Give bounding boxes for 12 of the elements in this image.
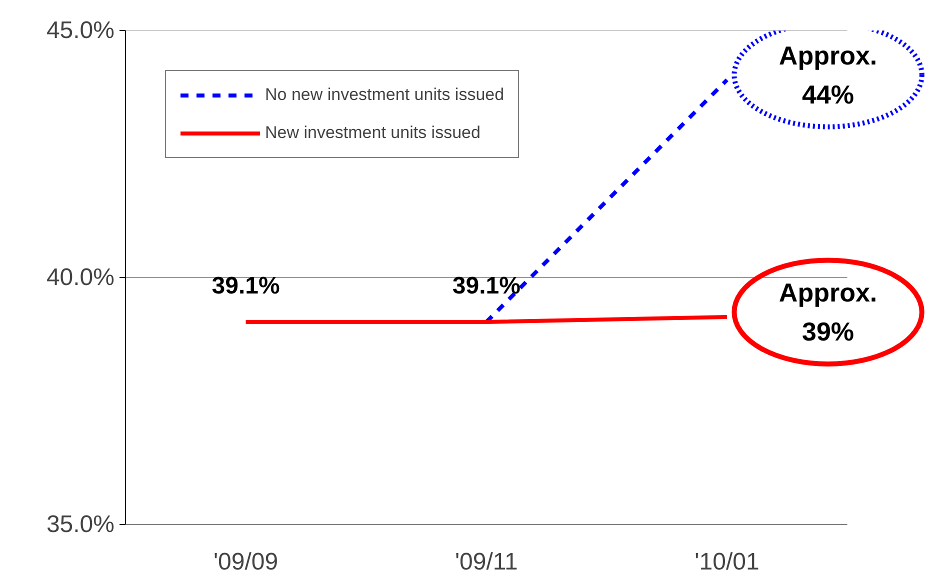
legend-label: New investment units issued — [265, 123, 480, 143]
y-tick-label: 35.0% — [46, 511, 115, 538]
y-tick-label: 40.0% — [46, 264, 115, 291]
x-tick-label: '09/11 — [454, 548, 518, 576]
y-tick-label: 45.0% — [46, 17, 115, 44]
x-tick-label: '09/09 — [213, 548, 278, 576]
data-label: 39.1% — [212, 272, 280, 300]
annotation: Approx. 39% — [778, 278, 878, 347]
x-tick-label: '10/01 — [694, 548, 760, 576]
data-label: 39.1% — [452, 272, 520, 300]
annotation: Approx. 44% — [778, 40, 878, 110]
legend-label: No new investment units issued — [265, 85, 504, 105]
